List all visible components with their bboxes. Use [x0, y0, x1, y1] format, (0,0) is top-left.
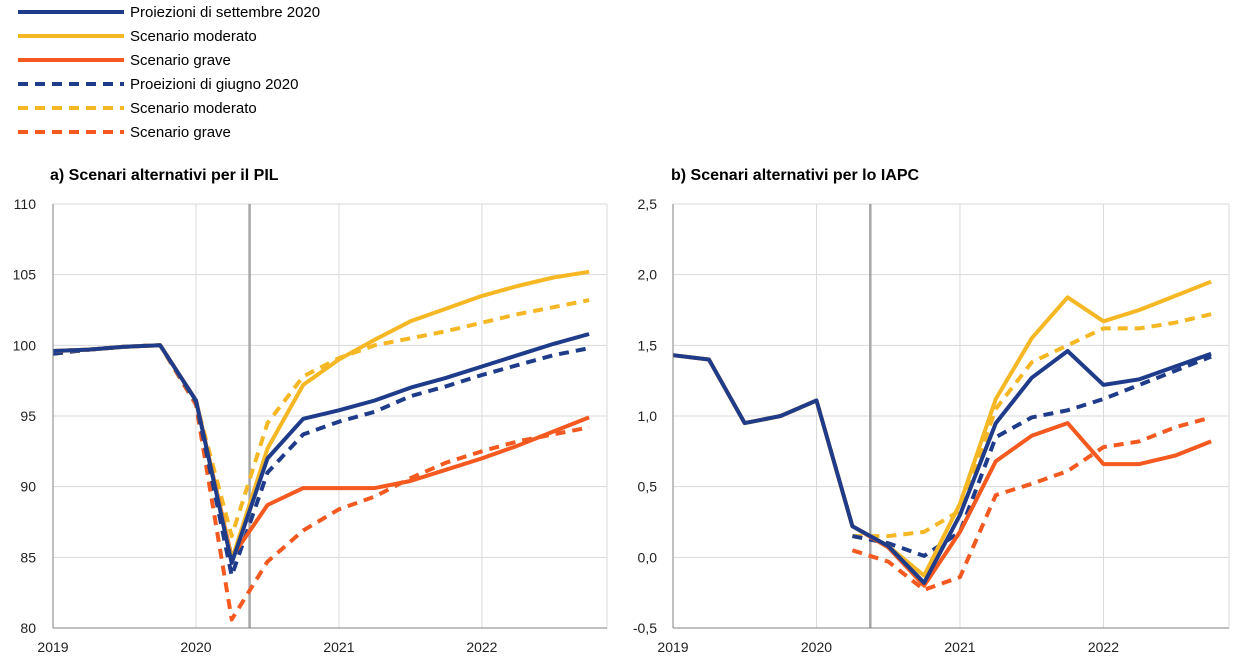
- y-tick-label: 100: [13, 337, 37, 353]
- y-tick-label: -0,5: [633, 620, 657, 636]
- legend: Proiezioni di settembre 2020 Scenario mod…: [18, 4, 320, 141]
- y-tick-label: 95: [20, 408, 36, 424]
- legend-label: Proeizioni di giugno 2020: [130, 76, 298, 93]
- y-tick-label: 1,5: [638, 337, 658, 353]
- legend-label: Proiezioni di settembre 2020: [130, 4, 320, 21]
- chart-title: b) Scenari alternativi per lo IAPC: [671, 167, 920, 184]
- x-tick-label: 2022: [466, 639, 497, 655]
- chart-title: a) Scenari alternativi per il PIL: [50, 167, 279, 184]
- x-tick-label: 2021: [944, 639, 975, 655]
- legend-label: Scenario grave: [130, 52, 231, 69]
- legend-label: Scenario moderato: [130, 28, 257, 45]
- legend-label: Scenario moderato: [130, 100, 257, 117]
- legend-item: Scenario moderato: [18, 28, 257, 45]
- series-line: [672, 279, 1212, 578]
- series-line: [52, 332, 590, 565]
- series-line: [672, 349, 1212, 585]
- y-tick-label: 2,5: [638, 196, 658, 212]
- x-tick-label: 2019: [657, 639, 688, 655]
- y-tick-label: 2,0: [638, 267, 658, 283]
- y-tick-label: 90: [20, 479, 36, 495]
- series-line: [52, 343, 590, 578]
- y-tick-label: 1,0: [638, 408, 658, 424]
- x-tick-label: 2021: [323, 639, 354, 655]
- legend-label: Scenario grave: [130, 124, 231, 141]
- hicp-panel: b) Scenari alternativi per lo IAPC -0,5 0,…: [633, 167, 1230, 655]
- y-tick-label: 105: [13, 267, 37, 283]
- legend-item: Proiezioni di settembre 2020: [18, 4, 320, 21]
- series-line: [852, 312, 1212, 539]
- y-tick-label: 85: [20, 549, 36, 565]
- series-line: [851, 415, 1212, 592]
- x-tick-label: 2022: [1088, 639, 1119, 655]
- gdp-panel: a) Scenari alternativi per il PIL 80 85 90 9…: [13, 167, 608, 655]
- y-tick-label: 0,0: [638, 549, 658, 565]
- legend-item: Proeizioni di giugno 2020: [18, 76, 298, 93]
- y-tick-label: 80: [20, 620, 36, 636]
- y-tick-label: 110: [14, 196, 37, 212]
- x-tick-label: 2020: [180, 639, 211, 655]
- legend-item: Scenario moderato: [18, 100, 257, 117]
- y-tick-label: 0,5: [638, 479, 658, 495]
- series-line: [852, 354, 1212, 558]
- series-line: [52, 343, 590, 622]
- x-tick-label: 2019: [37, 639, 68, 655]
- series-line: [52, 343, 590, 560]
- x-tick-label: 2020: [801, 639, 832, 655]
- legend-item: Scenario grave: [18, 124, 231, 141]
- series-line: [52, 298, 590, 539]
- legend-item: Scenario grave: [18, 52, 231, 69]
